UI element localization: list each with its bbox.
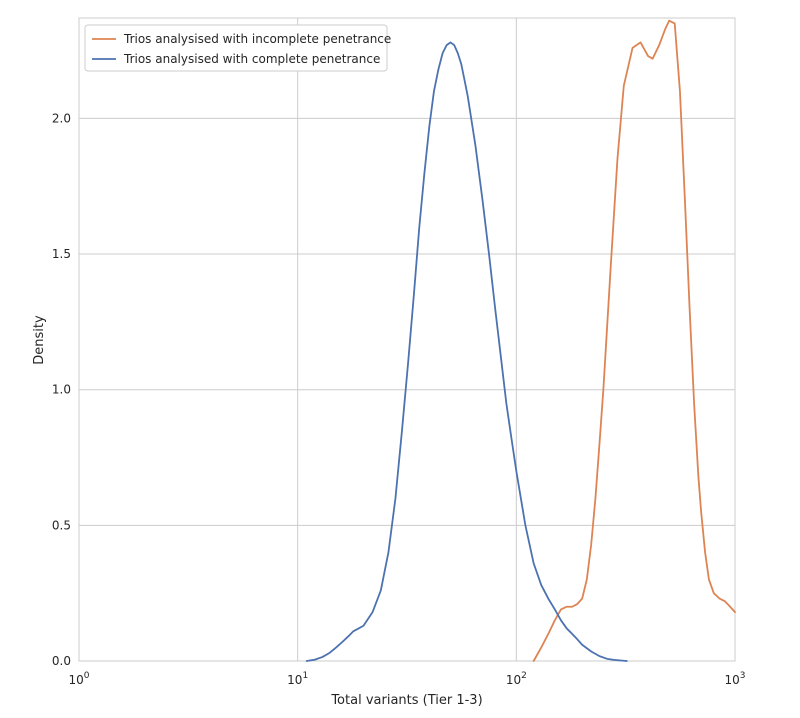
x-tick-label: 103: [724, 671, 745, 687]
y-axis-title: Density: [32, 315, 47, 365]
y-tick-label: 0.5: [52, 518, 71, 532]
y-tick-label: 2.0: [52, 111, 71, 125]
x-tick-label: 102: [506, 671, 527, 687]
plot-background: [78, 17, 736, 662]
x-tick-label: 101: [287, 671, 308, 687]
y-tick-label: 0.0: [52, 654, 71, 668]
grid-lines: [79, 18, 735, 661]
tick-labels: 0.0 0.5 1.0 1.5 2.0 100 101 102 103: [52, 111, 746, 687]
legend: Trios analysised with incomplete penetra…: [84, 24, 391, 72]
legend-label-incomplete: Trios analysised with incomplete penetra…: [123, 32, 391, 46]
y-tick-label: 1.5: [52, 247, 71, 261]
series-line-1: [305, 41, 628, 662]
x-tick-label: 100: [68, 671, 89, 687]
legend-box: [84, 24, 388, 72]
series-layer: [305, 19, 736, 662]
y-tick-label: 1.0: [52, 383, 71, 397]
x-axis-title: Total variants (Tier 1-3): [330, 693, 482, 708]
legend-label-complete: Trios analysised with complete penetranc…: [123, 52, 380, 66]
series-line-0: [532, 19, 736, 662]
